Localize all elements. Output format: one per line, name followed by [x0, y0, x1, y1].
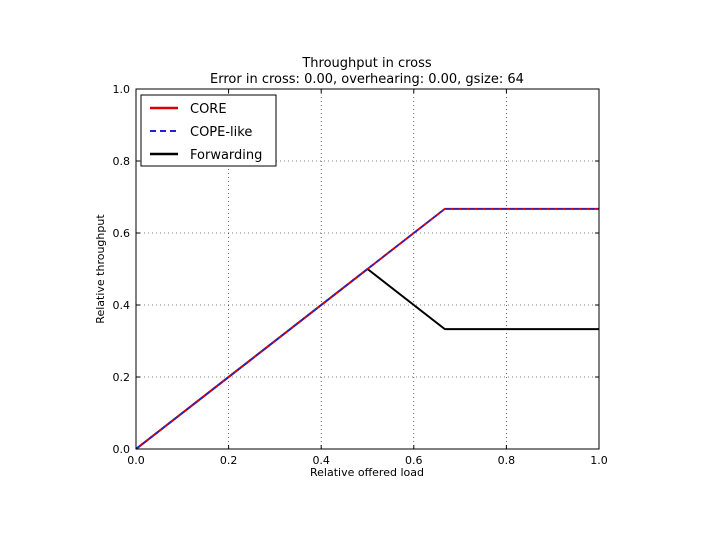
- legend-label-core: CORE: [190, 102, 227, 117]
- x-tick-label: 0.2: [220, 454, 238, 467]
- axis-ticks: 0.0 0.2 0.4 0.6 0.8 1.0 0.0 0.2 0.4 0.6 0.8 1.0: [113, 83, 608, 467]
- legend: CORE COPE-like Forwarding: [140, 94, 277, 167]
- y-tick-label: 0.6: [113, 227, 131, 240]
- y-tick-label: 0.2: [113, 371, 131, 384]
- legend-label-forwarding: Forwarding: [190, 148, 262, 163]
- x-tick-label: 0.0: [127, 454, 145, 467]
- x-tick-label: 0.4: [312, 454, 330, 467]
- x-tick-label: 0.8: [498, 454, 516, 467]
- series-line-cope-like: [135, 208, 599, 450]
- x-tick-label: 1.0: [590, 454, 608, 467]
- x-axis-label: Relative offered load: [310, 466, 424, 479]
- y-axis-label: Relative throughput: [94, 214, 107, 324]
- data-series: [135, 207, 599, 450]
- y-tick-label: 0.0: [113, 443, 131, 456]
- x-tick-label: 0.6: [405, 454, 423, 467]
- y-tick-label: 1.0: [113, 83, 131, 96]
- chart-title: Throughput in cross: [301, 56, 432, 71]
- y-tick-label: 0.4: [113, 299, 131, 312]
- plot-area-frame: [135, 88, 600, 450]
- y-tick-label: 0.8: [113, 155, 131, 168]
- legend-label-cope-like: COPE-like: [190, 125, 252, 140]
- chart-subtitle: Error in cross: 0.00, overhearing: 0.00,…: [210, 72, 524, 87]
